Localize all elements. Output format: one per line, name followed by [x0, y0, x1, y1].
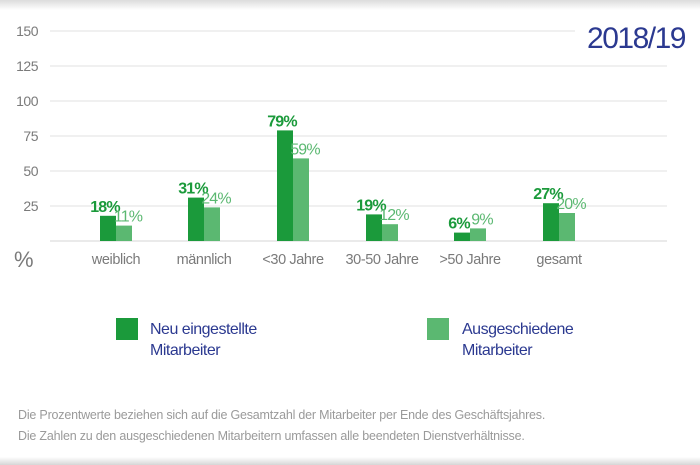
bar-left [116, 225, 132, 241]
y-tick-label: 50 [23, 163, 38, 179]
legend-label: Neu eingestellte [150, 321, 257, 338]
bar-left [559, 213, 575, 241]
top-shadow [0, 0, 700, 10]
data-label: 18% [90, 199, 120, 216]
bar-new [454, 232, 470, 241]
x-tick-label: 30-50 Jahre [346, 252, 419, 268]
y-axis-label: % [14, 247, 34, 272]
x-tick-label: gesamt [536, 252, 582, 268]
footnote-2: Die Zahlen zu den ausgeschiedenen Mitarb… [18, 429, 525, 443]
bar-new [100, 215, 116, 241]
data-label: 11% [114, 209, 143, 226]
bar-left [470, 228, 486, 241]
data-label: 6% [448, 216, 470, 233]
y-tick-label: 25 [23, 198, 38, 214]
x-tick-label: <30 Jahre [262, 252, 324, 268]
y-tick-label: 125 [16, 58, 39, 74]
data-label: 59% [290, 141, 320, 158]
legend-swatch [427, 318, 449, 340]
bar-new [366, 214, 382, 241]
data-label: 27% [533, 186, 563, 203]
y-tick-label: 75 [23, 128, 38, 144]
data-label: 31% [178, 181, 208, 198]
bar-new [188, 197, 204, 241]
footnote-1: Die Prozentwerte beziehen sich auf die G… [18, 408, 546, 422]
bar-new [277, 130, 293, 241]
x-tick-label: männlich [177, 252, 232, 268]
legend-label: Mitarbeiter [150, 342, 221, 359]
bar-left [382, 224, 398, 241]
legend-label: Ausgeschiedene [462, 321, 574, 338]
legend-label: Mitarbeiter [462, 342, 533, 359]
bottom-shadow [0, 457, 700, 465]
data-label: 20% [556, 196, 586, 213]
x-tick-label: weiblich [91, 252, 141, 268]
x-tick-label: >50 Jahre [439, 252, 501, 268]
chart-title: 2018/19 [587, 22, 686, 55]
legend-swatch [116, 318, 138, 340]
data-label: 79% [267, 113, 297, 130]
footnotes: Die Prozentwerte beziehen sich auf die G… [18, 405, 545, 447]
y-tick-label: 150 [16, 23, 39, 39]
bar-new [543, 203, 559, 241]
y-tick-label: 100 [16, 93, 39, 109]
bar-left [204, 207, 220, 241]
data-label: 24% [201, 190, 231, 207]
data-label: 9% [471, 211, 493, 228]
bar-left [293, 158, 309, 241]
data-label: 19% [356, 197, 386, 214]
data-label: 12% [379, 207, 409, 224]
